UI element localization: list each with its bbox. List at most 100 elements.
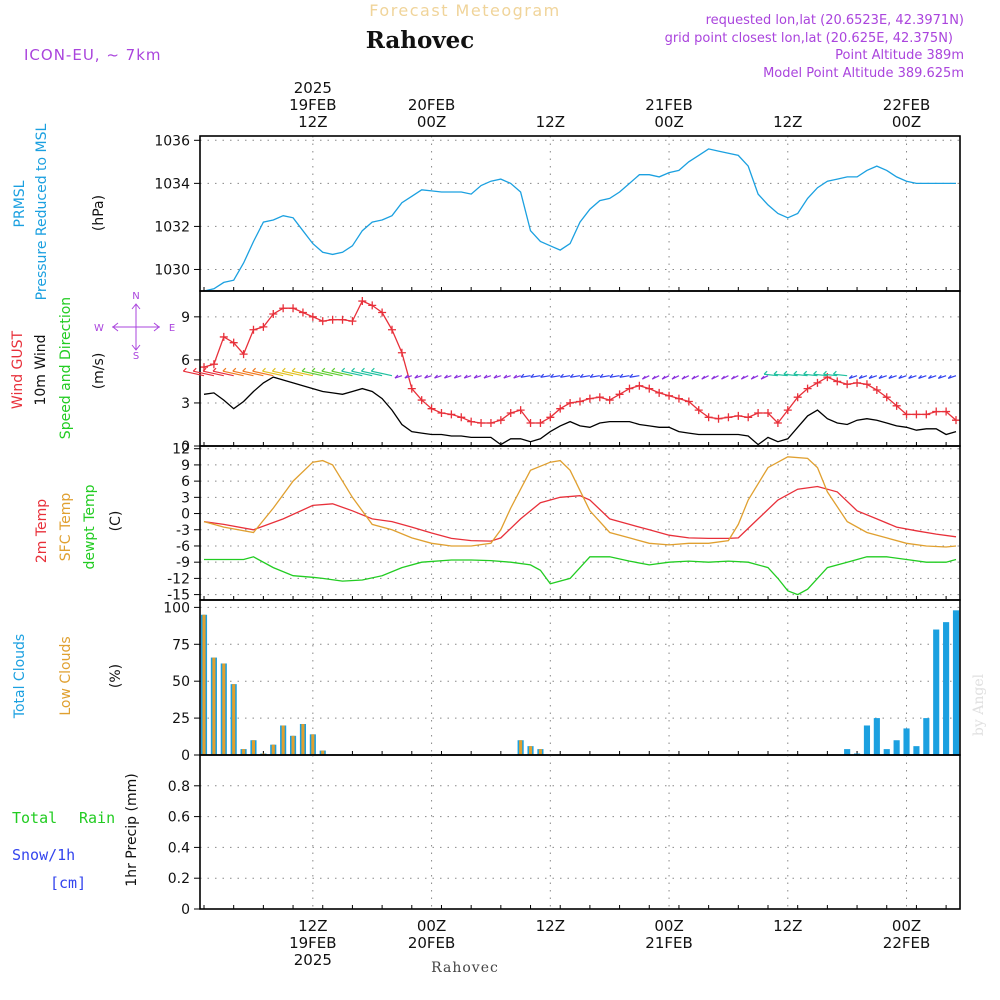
wind-direction-arrow-head <box>681 375 686 380</box>
pressure-panel: 1030 1032 1034 1036 <box>154 133 961 292</box>
wind-direction-arrow <box>849 375 858 379</box>
wind-direction-arrow-head <box>252 367 257 372</box>
low-cloud-bar <box>271 744 275 755</box>
wind-direction-arrow-head <box>540 373 545 378</box>
gust-point-marker <box>912 410 921 419</box>
wind-direction-arrow-head <box>691 375 696 380</box>
wind-panel: 0 3 6 9 <box>181 290 961 455</box>
top-time-axis-label: 12Z <box>298 113 327 131</box>
wind-direction-arrow-head <box>823 370 827 375</box>
wind-direction-arrow <box>301 370 323 377</box>
precipitation-y-tick-label: 0.6 <box>168 810 190 826</box>
wind-direction-arrow <box>878 375 887 379</box>
gust-point-marker <box>862 380 871 389</box>
gust-point-marker <box>328 315 337 324</box>
gust-point-marker <box>942 407 951 416</box>
gust-point-marker <box>209 360 218 369</box>
gust-point-marker <box>764 408 772 417</box>
bottom-time-axis-label: 12Z <box>536 917 565 935</box>
clouds-y-tick-label: 75 <box>172 637 190 653</box>
wind-direction-arrow-head <box>793 370 798 375</box>
wind-direction-arrow-head <box>444 374 448 379</box>
temperature-y-tick-label: 12 <box>172 442 190 458</box>
wind-direction-arrow-head <box>947 374 952 379</box>
bottom-time-axis-label: 00Z <box>654 917 683 935</box>
gust-point-marker <box>546 413 555 422</box>
temperature-panel-labels: 2m Temp SFC Temp dewpt Temp (C) <box>34 484 124 569</box>
bottom-time-axis-label: 00Z <box>892 917 921 935</box>
temperature-y-tick-label: -15 <box>167 588 190 604</box>
wind-direction-arrow-head <box>589 373 594 378</box>
wind-direction-arrow-head <box>370 367 375 372</box>
wind-direction-arrow-head <box>878 374 883 379</box>
wind-direction-arrow-head <box>848 374 853 379</box>
gust-point-marker <box>674 394 683 403</box>
wind-direction-arrow-head <box>414 374 419 379</box>
wind-direction-arrow <box>371 370 393 377</box>
wind-direction-arrow-head <box>202 367 207 372</box>
model-label: ICON-EU, ~ 7km <box>24 46 162 64</box>
author-signature: by Angel <box>971 673 987 736</box>
precipitation-y-tick-label: 0.4 <box>168 840 190 856</box>
wind-direction-arrow-head <box>773 370 778 375</box>
bottom-time-axis-label: 2025 <box>294 951 332 969</box>
bottom-time-axis-label: 12Z <box>773 917 802 935</box>
wind-direction-arrow-head <box>763 370 768 375</box>
top-time-axis-label: 00Z <box>417 113 446 131</box>
pressure-y-tick-label: 1034 <box>154 176 190 192</box>
bottom-time-axis-label: 19FEB <box>289 934 336 952</box>
top-time-axis-label: 20FEB <box>408 96 455 114</box>
wind-direction-arrow-head <box>331 367 336 372</box>
wind-direction-arrow-head <box>222 367 227 372</box>
gust-point-marker <box>516 406 525 415</box>
wind-direction-arrow-head <box>262 367 266 372</box>
wind-speed-direction-label: Speed and Direction <box>58 297 74 439</box>
gust-point-marker <box>892 401 901 410</box>
compass-e: E <box>169 323 175 334</box>
wind-direction-arrow <box>619 375 630 378</box>
wind-direction-arrow-head <box>569 373 574 378</box>
gust-point-marker <box>467 417 476 426</box>
wind-direction-arrow-head <box>927 374 932 379</box>
wind-direction-arrow-head <box>424 374 429 379</box>
wind-unit-label: (m/s) <box>91 353 107 390</box>
sfc-temp-line <box>203 456 957 548</box>
wind-direction-arrow-head <box>311 367 316 372</box>
wind-direction-arrow <box>793 373 808 377</box>
gust-point-marker <box>754 408 763 417</box>
wind-direction-arrow-head <box>242 367 247 372</box>
wind-direction-arrow-head <box>513 374 518 379</box>
prmsl-line <box>203 148 956 292</box>
top-time-axis-label: 00Z <box>892 113 921 131</box>
wind-direction-arrow-head <box>599 373 604 378</box>
gust-point-marker <box>318 317 327 326</box>
wind-direction-arrow <box>321 370 343 377</box>
gust-point-marker <box>843 380 852 389</box>
wind-direction-arrow <box>341 370 363 377</box>
low-cloud-bar <box>538 749 542 755</box>
low-cloud-bar <box>212 657 216 755</box>
pressure-frame <box>199 135 961 292</box>
sfc-temp-label: SFC Temp <box>58 493 74 562</box>
gust-point-marker <box>338 315 347 324</box>
pressure-y-tick-label: 1030 <box>154 262 190 278</box>
wind-direction-arrow <box>764 373 778 377</box>
wind-direction-arrow <box>783 373 798 377</box>
wind-direction-arrow-head <box>493 374 498 379</box>
wind-direction-arrow <box>550 375 561 378</box>
cloud-unit-label: (%) <box>108 664 124 688</box>
clouds-y-tick-label: 50 <box>172 674 190 690</box>
wind-10m-label: 10m Wind <box>33 334 49 405</box>
compass-s: S <box>133 351 139 362</box>
gust-point-marker <box>902 410 911 419</box>
grid-point-coordinates: grid point closest lon,lat (20.625E, 42.… <box>665 31 953 46</box>
app-title: Forecast Meteogram <box>369 1 560 20</box>
wind-direction-arrow <box>803 373 818 377</box>
total-clouds-label: Total Clouds <box>12 634 28 719</box>
gust-point-marker <box>249 325 258 334</box>
wind-y-tick-label: 6 <box>181 353 190 369</box>
gust-point-marker <box>665 391 674 400</box>
wind-direction-arrow-head <box>351 367 355 372</box>
wind-direction-arrow-head <box>629 373 634 378</box>
